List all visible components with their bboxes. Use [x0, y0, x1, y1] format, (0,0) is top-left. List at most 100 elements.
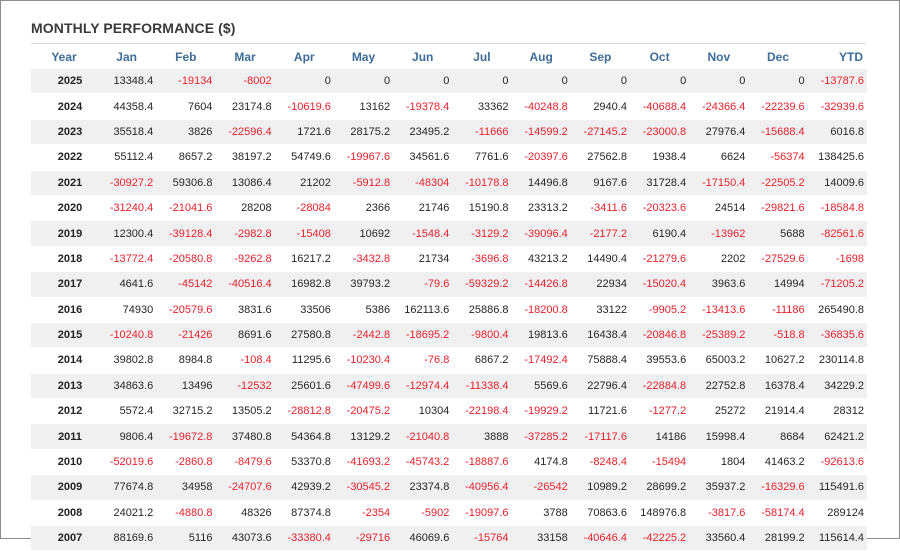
value-cell-dec: 16378.4 [748, 373, 808, 400]
value-cell-may: -3432.8 [333, 246, 394, 273]
panel-title: MONTHLY PERFORMANCE ($) [31, 20, 236, 36]
table-row: 2017 4641.6 -45142 -40516.4 16982.8 39793.2 -7… [31, 271, 867, 298]
value-cell-nov: -13413.6 [689, 297, 749, 323]
year-cell: 2018 [31, 246, 97, 273]
value-cell-jul: 15190.8 [452, 195, 512, 222]
column-header-dec[interactable]: Dec [767, 50, 790, 64]
value-cell-dec: -58174.4 [748, 500, 808, 527]
value-cell-jul: -40956.4 [452, 474, 512, 501]
column-header-jul[interactable]: Jul [473, 50, 491, 64]
value-cell-may: -47499.6 [333, 373, 394, 400]
column-header-mar[interactable]: Mar [234, 50, 256, 64]
table-row: 2020 -31240.4 -21041.6 28208 -28084 2366 21746… [31, 195, 867, 222]
value-cell-dec: -16329.6 [748, 474, 808, 501]
column-header-year[interactable]: Year [51, 50, 77, 64]
value-cell-ytd: -92613.6 [807, 449, 867, 476]
year-cell: 2014 [31, 347, 97, 374]
value-cell-oct: -40688.4 [629, 93, 690, 120]
value-cell-may: -41693.2 [333, 449, 394, 476]
value-cell-may: -29716 [333, 525, 394, 551]
table-row: 2015 -10240.8 -21426 8691.6 27580.8 -2442.8 -1… [31, 322, 867, 349]
value-cell-apr: 1721.6 [274, 119, 334, 146]
value-cell-aug: -20397.6 [511, 144, 571, 171]
year-cell: 2012 [31, 398, 97, 425]
value-cell-apr: -10619.6 [274, 93, 334, 120]
value-cell-feb: -2860.8 [156, 449, 216, 476]
value-cell-jan: 74930 [97, 297, 157, 323]
value-cell-apr: 16982.8 [274, 271, 334, 298]
column-header-jan[interactable]: Jan [116, 50, 137, 64]
value-cell-oct: -23000.8 [629, 119, 690, 146]
year-cell: 2019 [31, 220, 97, 247]
value-cell-jan: 88169.6 [97, 525, 157, 551]
value-cell-dec: -15688.4 [748, 119, 808, 146]
table-row: 2010 -52019.6 -2860.8 -8479.6 53370.8 -41693.… [31, 449, 867, 476]
table-row: 2012 5572.4 32715.2 13505.2 -28812.8 -20475.2… [31, 398, 867, 425]
column-header-nov[interactable]: Nov [707, 50, 731, 64]
value-cell-dec: -22505.2 [748, 170, 808, 196]
value-cell-feb: 59306.8 [156, 170, 216, 196]
table-row: 2008 24021.2 -4880.8 48326 87374.8 -2354 -5902… [31, 500, 867, 527]
value-cell-aug: -14599.2 [511, 119, 571, 146]
value-cell-jun: 21734 [393, 246, 453, 273]
value-cell-jul: -3129.2 [452, 220, 512, 247]
value-cell-may: -5912.8 [333, 170, 394, 196]
value-cell-jul: -11338.4 [452, 373, 512, 400]
value-cell-sep: 22796.4 [570, 373, 630, 400]
value-cell-may: 13129.2 [333, 423, 394, 450]
value-cell-jan: 77674.8 [97, 474, 157, 501]
value-cell-nov: -13962 [689, 220, 749, 247]
value-cell-feb: -39128.4 [156, 220, 216, 247]
value-cell-oct: -20846.8 [629, 322, 690, 349]
value-cell-jul: -59329.2 [452, 271, 512, 298]
value-cell-aug: -37285.2 [511, 423, 571, 450]
value-cell-sep: -40646.4 [570, 525, 630, 551]
value-cell-may: -10230.4 [333, 347, 394, 374]
value-cell-ytd: -1698 [807, 246, 867, 273]
value-cell-may: 0 [333, 69, 394, 95]
value-cell-ytd: 115491.6 [807, 474, 867, 501]
value-cell-oct: 1938.4 [629, 144, 690, 171]
value-cell-jan: 55112.4 [97, 144, 157, 171]
year-cell: 2011 [31, 423, 97, 450]
value-cell-apr: 54749.6 [274, 144, 334, 171]
value-cell-mar: 28208 [215, 195, 275, 222]
value-cell-nov: -24366.4 [689, 93, 749, 120]
value-cell-nov: 15998.4 [689, 423, 749, 450]
value-cell-mar: 48326 [215, 500, 275, 527]
value-cell-jul: -22198.4 [452, 398, 512, 425]
table-row: 2021 -30927.2 59306.8 13086.4 21202 -5912.8 -4… [31, 170, 867, 196]
column-header-sep[interactable]: Sep [589, 50, 612, 64]
column-header-may[interactable]: May [351, 50, 376, 64]
value-cell-aug: -14426.8 [511, 271, 571, 298]
value-cell-ytd: 230114.8 [807, 347, 867, 374]
value-cell-oct: -42225.2 [629, 525, 690, 551]
value-cell-mar: -2982.8 [215, 220, 275, 247]
column-header-jun[interactable]: Jun [412, 50, 434, 64]
value-cell-mar: -8479.6 [215, 449, 275, 476]
value-cell-ytd: -71205.2 [807, 271, 867, 298]
value-cell-jan: -13772.4 [97, 246, 157, 273]
value-cell-aug: 33158 [511, 525, 571, 551]
table-header-row: Year Jan Feb Mar Apr May Jun Jul Aug Sep Oct Nov Dec… [31, 45, 867, 69]
value-cell-sep: 75888.4 [570, 347, 630, 374]
value-cell-oct: -1277.2 [629, 398, 690, 425]
column-header-feb[interactable]: Feb [175, 50, 197, 64]
year-cell: 2007 [31, 525, 97, 551]
value-cell-apr: 21202 [274, 170, 334, 196]
value-cell-apr: 25601.6 [274, 373, 334, 400]
value-cell-ytd: 34229.2 [807, 373, 867, 400]
value-cell-aug: 4174.8 [511, 449, 571, 476]
value-cell-nov: 35937.2 [689, 474, 749, 501]
column-header-apr[interactable]: Apr [293, 50, 315, 64]
value-cell-jul: -19097.6 [452, 500, 512, 527]
column-header-ytd[interactable]: YTD [839, 50, 863, 64]
value-cell-jun: 34561.6 [393, 144, 453, 171]
value-cell-jul: -15764 [452, 525, 512, 551]
column-header-aug[interactable]: Aug [529, 50, 553, 64]
column-header-oct[interactable]: Oct [649, 50, 670, 64]
value-cell-apr: 11295.6 [274, 347, 334, 374]
table-row: 2018 -13772.4 -20580.8 -9262.8 16217.2 -3432.… [31, 246, 867, 273]
value-cell-sep: 14490.4 [570, 246, 630, 273]
value-cell-mar: 43073.6 [215, 525, 275, 551]
